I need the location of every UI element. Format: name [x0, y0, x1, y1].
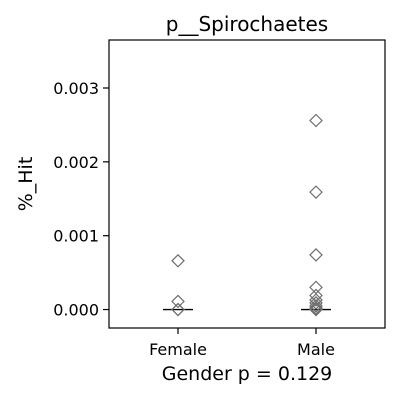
- data-point-diamond: [309, 301, 323, 315]
- x-axis: Female Male: [149, 328, 335, 359]
- data-point-diamond: [171, 302, 185, 317]
- data-point-diamond: [309, 296, 323, 310]
- data-point-diamond: [309, 288, 323, 303]
- y-tick-label: 0.002: [53, 153, 99, 172]
- x-axis-label: Gender p = 0.129: [162, 363, 333, 385]
- data-point-diamond: [171, 253, 185, 268]
- y-tick-label: 0.000: [53, 301, 99, 320]
- data-point-diamond: [171, 294, 185, 309]
- data-point-diamond: [309, 248, 323, 262]
- plot-area-frame: [108, 39, 386, 329]
- y-axis: 0.000 0.001 0.002 0.003: [53, 79, 109, 320]
- y-axis-label: %_Hit: [15, 157, 37, 212]
- data-point-diamond: [309, 298, 323, 313]
- y-tick-label: 0.001: [53, 227, 99, 246]
- chart-title: p__Spirochaetes: [166, 12, 328, 36]
- x-tick-label: Female: [149, 340, 207, 359]
- data-point-diamond: [309, 280, 323, 295]
- data-points: [171, 113, 323, 317]
- y-tick-label: 0.003: [53, 79, 99, 98]
- data-point-diamond: [309, 113, 323, 128]
- x-tick-label: Male: [297, 340, 335, 359]
- data-point-diamond: [309, 185, 323, 199]
